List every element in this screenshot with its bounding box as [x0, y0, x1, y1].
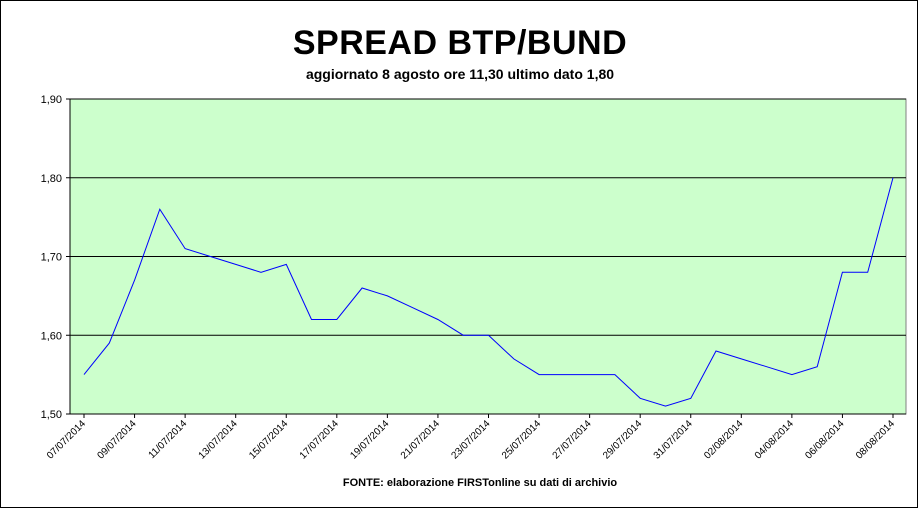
- y-tick-label: 1,60: [41, 330, 62, 342]
- x-tick-label: 21/07/2014: [399, 418, 442, 461]
- series-layer: [83, 177, 894, 407]
- x-tick-label: 04/08/2014: [753, 418, 796, 461]
- x-tick-label: 11/07/2014: [147, 418, 190, 461]
- x-tick-label: 08/08/2014: [854, 418, 897, 461]
- y-axis-ticks: 1,50 1,60 1,70 1,80 1,90: [41, 94, 70, 421]
- chart-title: SPREAD BTP/BUND: [292, 24, 628, 62]
- x-tick-label: 15/07/2014: [247, 418, 290, 461]
- x-tick-label: 29/07/2014: [601, 418, 644, 461]
- x-tick-label: 13/07/2014: [197, 418, 240, 461]
- x-tick-label: 27/07/2014: [551, 418, 594, 461]
- x-tick-label: 02/08/2014: [702, 418, 745, 461]
- x-tick-label: 07/07/2014: [45, 418, 88, 461]
- source-note: FONTE: elaborazione FIRSTonline su dati …: [342, 477, 618, 489]
- y-tick-label: 1,80: [41, 173, 62, 185]
- x-tick-label: 06/08/2014: [803, 418, 846, 461]
- series-line: [83, 177, 894, 407]
- y-tick-label: 1,50: [41, 409, 62, 421]
- x-tick-label: 25/07/2014: [500, 418, 543, 461]
- y-tick-label: 1,70: [41, 252, 62, 264]
- x-tick-label: 31/07/2014: [652, 418, 695, 461]
- chart-subtitle: aggiornato 8 agosto ore 11,30 ultimo dat…: [305, 66, 615, 82]
- x-tick-label: 17/07/2014: [298, 418, 341, 461]
- x-axis-ticks: 07/07/2014 09/07/2014 11/07/2014 13/07/2014…: [45, 414, 897, 462]
- x-tick-label: 19/07/2014: [348, 418, 391, 461]
- y-tick-label: 1,90: [41, 94, 62, 106]
- x-tick-label: 23/07/2014: [449, 418, 492, 461]
- x-tick-label: 09/07/2014: [96, 418, 139, 461]
